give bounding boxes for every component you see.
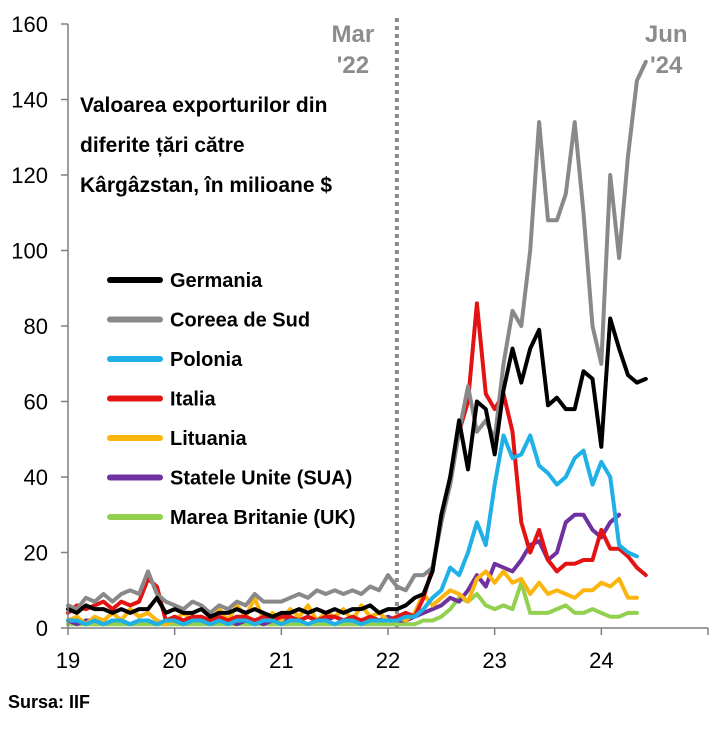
legend-label: Germania [170,270,263,292]
y-tick-label: 60 [24,390,48,415]
chart-title: Valoarea exporturilor din diferite țări c… [80,94,332,197]
legend-label: Coreea de Sud [170,310,310,332]
legend-item-marea-britanie-uk: Marea Britanie (UK) [107,507,356,529]
legend-item-italia: Italia [107,389,216,411]
legend-item-polonia: Polonia [107,349,243,371]
legend-item-statele-unite-sua: Statele Unite (SUA) [107,468,352,490]
y-tick-label: 80 [24,314,48,339]
series-line-polonia [66,433,639,627]
legend: Germania Coreea de Sud Polonia Italia Lituan… [107,270,356,529]
series-layer [66,59,648,627]
x-tick-label: 23 [482,648,506,673]
axes-layer [61,23,709,635]
series-line-coreea-de-sud [66,59,648,615]
source-note: Sursa: IIF [8,692,90,712]
y-tick-label: 120 [11,163,48,188]
legend-label: Lituania [170,428,248,450]
x-tick-label: 24 [589,648,613,673]
x-tick-label: 20 [162,648,186,673]
y-tick-label: 0 [36,616,48,641]
y-tick-label: 100 [11,239,48,264]
y-tick-label: 140 [11,88,48,113]
legend-item-coreea-de-sud: Coreea de Sud [107,310,310,332]
y-tick-label: 20 [24,541,48,566]
y-tick-label: 40 [24,465,48,490]
legend-item-germania: Germania [107,270,263,292]
legend-label: Italia [170,389,216,411]
series-line-italia [66,301,648,623]
annotation-jun24: Jun '24 [645,21,688,79]
legend-label: Polonia [170,349,243,371]
legend-label: Marea Britanie (UK) [170,507,356,529]
legend-label: Statele Unite (SUA) [170,468,352,490]
annotation-mar22: Mar '22 [332,21,375,79]
series-line-germania [66,316,648,619]
x-tick-label: 22 [376,648,400,673]
x-tick-label: 21 [269,648,293,673]
y-tick-label: 160 [11,12,48,37]
legend-item-lituania: Lituania [107,428,248,450]
tick-labels-layer: 0 20 40 60 80 100 120 140 160 19 20 21 22 23 24 [11,12,613,673]
text-layer: Valoarea exporturilor din diferite țări c… [8,21,688,712]
x-tick-label: 19 [56,648,80,673]
